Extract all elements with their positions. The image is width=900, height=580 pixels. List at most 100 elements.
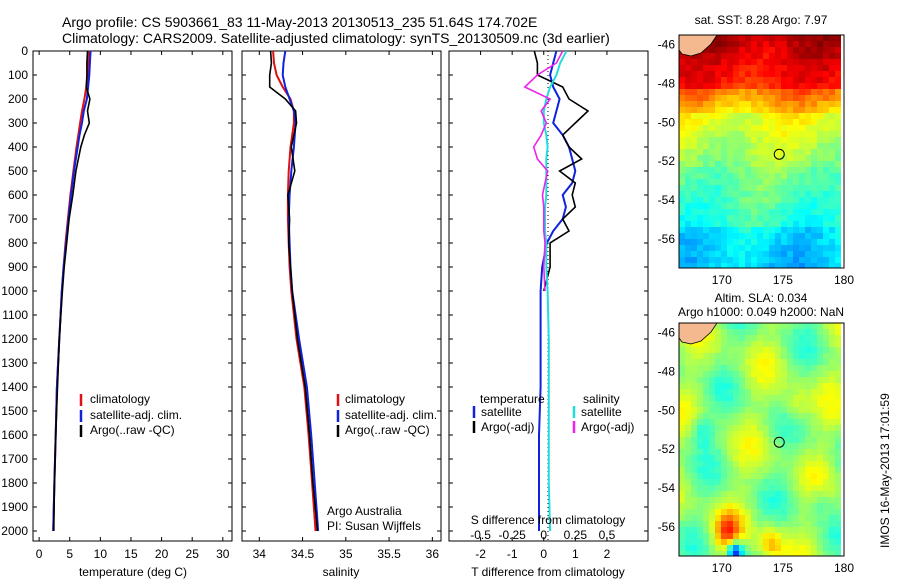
sla-map-cell: [715, 449, 721, 455]
sst-map-cell: [787, 161, 793, 167]
sst-map-cell: [787, 41, 793, 47]
sla-map-cell: [769, 443, 775, 449]
sla-map-cell: [835, 347, 841, 353]
sla-map-cell: [739, 353, 745, 359]
sst-map-cell: [721, 149, 727, 155]
temperature-axes: [32, 50, 233, 542]
sla-map-cell: [787, 329, 793, 335]
sst-map-cell: [793, 155, 799, 161]
sst-map-cell: [745, 107, 751, 113]
sst-map-cell: [727, 233, 733, 239]
sst-map-cell: [685, 149, 691, 155]
sst-map-cell: [721, 119, 727, 125]
sst-map-cell: [685, 137, 691, 143]
sst-map-cell: [757, 209, 763, 215]
sst-map-cell: [805, 83, 811, 89]
sst-map-cell: [829, 113, 835, 119]
sla-map-cell: [727, 371, 733, 377]
sst-map-cell: [715, 83, 721, 89]
sla-map-cell: [799, 533, 805, 539]
sla-map-cell: [715, 455, 721, 461]
sst-map-cell: [835, 263, 841, 268]
sla-map-cell: [733, 323, 739, 329]
sst-map-cell: [739, 95, 745, 101]
sla-map-cell: [703, 395, 709, 401]
sla-map-cell: [685, 353, 691, 359]
sla-map-cell: [775, 455, 781, 461]
sla-map-cell: [805, 425, 811, 431]
sst-map-cell: [769, 245, 775, 251]
sst-map-cell: [781, 137, 787, 143]
sst-map-cell: [757, 227, 763, 233]
sst-map-cell: [733, 125, 739, 131]
sla-map-cell: [775, 545, 781, 551]
sla-map-cell: [799, 461, 805, 467]
sst-map-cell: [727, 161, 733, 167]
sla-map-cell: [745, 491, 751, 497]
sst-map-cell: [757, 89, 763, 95]
sst-map-cell: [721, 167, 727, 173]
sla-map-cell: [805, 335, 811, 341]
sla-map-cell: [823, 413, 829, 419]
sst-map-cell: [733, 257, 739, 263]
sla-map-cell: [811, 455, 817, 461]
sla-map-cell: [787, 347, 793, 353]
sst-map-cell: [835, 185, 841, 191]
sst-map-cell: [685, 101, 691, 107]
sla-map-cell: [727, 509, 733, 515]
sst-map-cell: [829, 185, 835, 191]
sla-map-cell: [823, 473, 829, 479]
sst-map-cell: [751, 95, 757, 101]
sst-map-cell: [703, 203, 709, 209]
sst-map-cell: [829, 59, 835, 65]
sst-map-cell: [775, 161, 781, 167]
sla-map-cell: [823, 533, 829, 539]
sst-map-cell: [727, 65, 733, 71]
sla-map-cell: [751, 497, 757, 503]
sst-map-cell: [733, 65, 739, 71]
sla-map-cell: [835, 479, 841, 485]
sla-map-cell: [835, 395, 841, 401]
sla-map-cell: [775, 533, 781, 539]
sst-map-cell: [811, 59, 817, 65]
sst-map-cell: [703, 179, 709, 185]
sla-map-cell: [703, 461, 709, 467]
sla-map-cell: [733, 389, 739, 395]
sla-map-cell: [829, 443, 835, 449]
sst-map-cell: [769, 83, 775, 89]
sst-map-cell: [727, 35, 733, 41]
sla-map-cell: [775, 419, 781, 425]
sla-map-cell: [709, 455, 715, 461]
sla-map-cell: [793, 449, 799, 455]
sla-map-cell: [823, 509, 829, 515]
sla-map-cell: [835, 437, 841, 443]
sla-map-cell: [679, 437, 685, 443]
depth-tick-label: 1500: [1, 404, 28, 418]
sla-map-cell: [721, 425, 727, 431]
sst-map-cell: [799, 203, 805, 209]
legend-header-temperature: temperature: [480, 392, 545, 406]
sst-map-cell: [799, 113, 805, 119]
sst-map-cell: [817, 155, 823, 161]
sla-map-cell: [745, 485, 751, 491]
sst-map-cell: [817, 125, 823, 131]
sla-map-cell: [769, 413, 775, 419]
depth-tick-label: 100: [8, 68, 28, 82]
sla-map-cell: [823, 359, 829, 365]
sla-map-cell: [781, 467, 787, 473]
sla-map-cell: [733, 503, 739, 509]
sla-map-cell: [787, 443, 793, 449]
sst-map-cell: [703, 227, 709, 233]
sla-map-cell: [751, 359, 757, 365]
sst-map-cell: [679, 149, 685, 155]
sla-map-cell: [757, 359, 763, 365]
sla-map-cell: [835, 413, 841, 419]
sst-map-cell: [679, 137, 685, 143]
sla-map-cell: [781, 509, 787, 515]
sla-map-cell: [679, 359, 685, 365]
sla-map-cell: [709, 347, 715, 353]
sla-map-cell: [745, 431, 751, 437]
sst-map-cell: [691, 179, 697, 185]
sst-map-cell: [745, 161, 751, 167]
sla-map-cell: [727, 467, 733, 473]
